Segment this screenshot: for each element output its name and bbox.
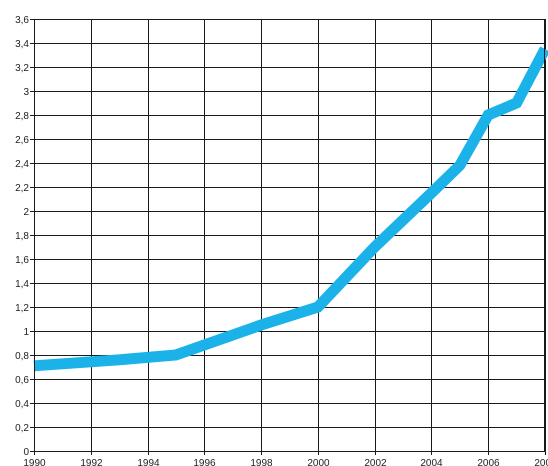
x-tick-label: 2000 <box>307 458 330 466</box>
plot-frame <box>34 19 545 452</box>
y-tick-label: 0,8 <box>15 351 29 362</box>
y-tick-label: 2,4 <box>15 159 29 170</box>
x-tick-label: 2008 <box>534 458 548 466</box>
x-tick-label: 1990 <box>23 458 46 466</box>
x-tick-label: 2006 <box>477 458 500 466</box>
y-tick-label: 0,4 <box>15 399 29 410</box>
y-tick-label: 3,6 <box>15 15 29 26</box>
x-tick-label: 1992 <box>80 458 103 466</box>
y-tick-label: 2,2 <box>15 183 29 194</box>
x-axis-ticks: 1990 1992 1994 1996 1998 2000 2002 2004 2006 2008 <box>23 451 548 466</box>
y-tick-label: 1,2 <box>15 303 29 314</box>
y-tick-label: 3 <box>23 87 29 98</box>
y-tick-label: 0,2 <box>15 423 29 434</box>
series-line-0 <box>33 46 548 372</box>
x-tick-label: 2004 <box>420 458 443 466</box>
series-layer <box>33 46 548 372</box>
y-tick-label: 3,4 <box>15 39 29 50</box>
y-tick-label: 2,8 <box>15 111 29 122</box>
y-tick-label: 1 <box>23 327 29 338</box>
y-tick-label: 2 <box>23 207 29 218</box>
y-tick-label: 0,6 <box>15 375 29 386</box>
x-tick-label: 1998 <box>250 458 273 466</box>
grid-lines <box>34 19 546 452</box>
y-tick-label: 3,2 <box>15 63 29 74</box>
x-tick-label: 2002 <box>364 458 387 466</box>
y-tick-label: 2,6 <box>15 135 29 146</box>
y-tick-label: 1,6 <box>15 255 29 266</box>
x-tick-label: 1996 <box>193 458 216 466</box>
y-tick-label: 0 <box>23 447 29 458</box>
plot-border <box>34 19 545 452</box>
y-axis-ticks: 0 0,2 0,4 0,6 0,8 1 1,2 1,4 1,6 1,8 2 2,2 2,4 2,6 2,8 3… <box>15 15 34 458</box>
y-tick-label: 1,8 <box>15 231 29 242</box>
x-tick-label: 1994 <box>137 458 160 466</box>
y-tick-label: 1,4 <box>15 279 29 290</box>
